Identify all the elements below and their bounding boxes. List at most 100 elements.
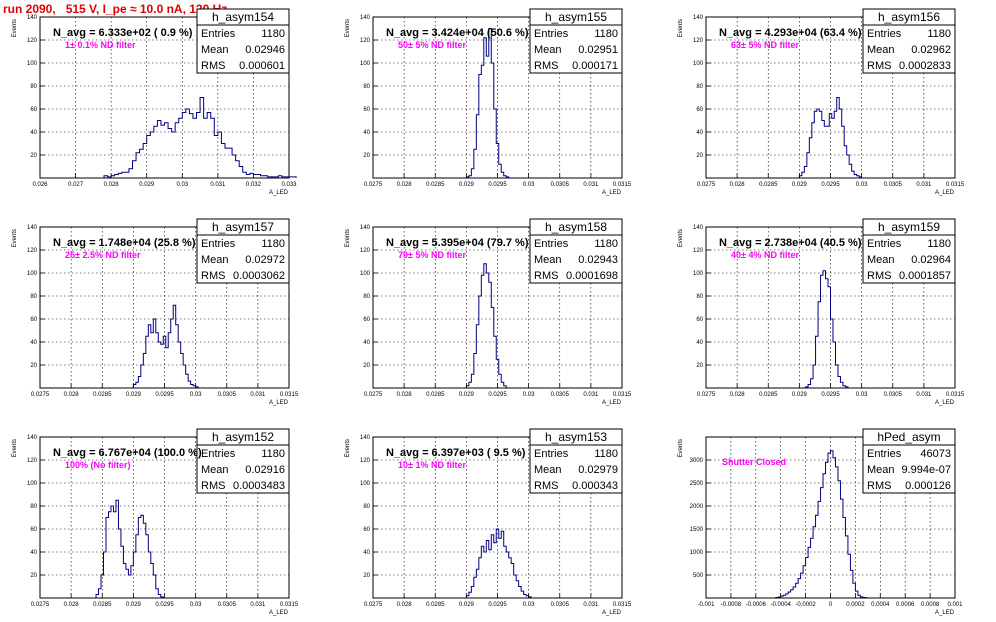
x-tick-label: 0.029: [139, 182, 155, 188]
filter-label: 25± 2.5% ND filter: [65, 250, 141, 260]
y-tick-label: 100: [27, 271, 38, 277]
histogram-panel: 0.0275 0.028 0.0285 0.029 0.0295 0.03 0.0305 0.…: [12, 218, 299, 406]
x-tick-label: -0.0004: [771, 602, 792, 608]
x-tick-label: 0.028: [397, 602, 413, 608]
y-tick-label: 140: [360, 225, 371, 231]
x-tick-label: 0.031: [583, 392, 599, 398]
y-tick-label: 140: [27, 435, 38, 441]
x-tick-label: 0.031: [250, 392, 266, 398]
stat-key: Entries: [201, 28, 236, 40]
y-tick-label: 60: [30, 527, 37, 533]
y-tick-label: 80: [30, 84, 37, 90]
x-tick-label: -0.0008: [721, 602, 742, 608]
stat-key: Entries: [201, 238, 236, 250]
histogram-name: h_asym156: [878, 10, 940, 24]
x-tick-label: 0.0295: [488, 602, 507, 608]
y-tick-label: 80: [363, 504, 370, 510]
x-tick-label: 0.0295: [488, 182, 507, 188]
x-tick-label: 0.028: [397, 182, 413, 188]
x-tick-label: 0: [829, 602, 833, 608]
y-tick-label: 120: [27, 38, 38, 44]
x-tick-label: 0.028: [104, 182, 120, 188]
y-tick-label: 20: [30, 153, 37, 159]
y-tick-label: 2000: [690, 504, 704, 510]
x-tick-label: 0.0002: [846, 602, 865, 608]
y-tick-label: 60: [363, 527, 370, 533]
y-tick-label: 60: [696, 317, 703, 323]
stat-key: Mean: [534, 254, 562, 266]
stat-key: RMS: [867, 270, 891, 282]
stat-key: Mean: [201, 254, 229, 266]
n-avg-label: N_avg = 2.738e+04 (40.5 %): [719, 237, 862, 249]
stat-value: 1180: [594, 238, 618, 250]
y-axis-title: Events: [12, 439, 18, 457]
histogram-name: h_asym152: [212, 430, 274, 444]
histogram-line: [465, 28, 510, 178]
filter-label: 100% (No filter): [65, 460, 131, 470]
y-axis-title: Events: [678, 229, 684, 247]
n-avg-label: N_avg = 4.293e+04 (63.4 %): [719, 27, 862, 39]
y-axis-title: Events: [345, 19, 351, 37]
stat-value: 1180: [261, 448, 285, 460]
x-tick-label: 0.0315: [613, 602, 632, 608]
y-axis-title: Events: [678, 439, 684, 457]
y-tick-label: 60: [363, 107, 370, 113]
x-axis-title: A_LED: [269, 190, 289, 196]
stat-value: 0.02943: [578, 254, 618, 266]
x-tick-label: 0.0004: [871, 602, 890, 608]
y-tick-label: 40: [696, 340, 703, 346]
stat-key: RMS: [867, 480, 891, 492]
stat-key: RMS: [201, 60, 225, 72]
histogram-line: [465, 528, 532, 598]
y-tick-label: 120: [27, 248, 38, 254]
x-tick-label: 0.0006: [896, 602, 915, 608]
x-tick-label: 0.0305: [551, 602, 570, 608]
y-tick-label: 120: [693, 248, 704, 254]
stat-key: RMS: [534, 270, 558, 282]
histogram-panel: 0.0275 0.028 0.0285 0.029 0.0295 0.03 0.0305 0.…: [12, 428, 299, 616]
stat-value: 0.02979: [578, 464, 618, 476]
histogram-line: [132, 304, 199, 388]
stat-value: 0.0001857: [899, 270, 951, 282]
histogram-name: h_asym155: [545, 10, 607, 24]
y-tick-label: 20: [696, 153, 703, 159]
x-tick-label: 0.0008: [921, 602, 940, 608]
y-tick-label: 20: [30, 363, 37, 369]
y-tick-label: 120: [360, 248, 371, 254]
stat-value: 0.0002833: [899, 60, 951, 72]
y-tick-label: 40: [363, 340, 370, 346]
y-tick-label: 140: [693, 15, 704, 21]
y-axis-title: Events: [345, 439, 351, 457]
x-tick-label: 0.0275: [697, 182, 716, 188]
x-tick-label: 0.03: [523, 182, 535, 188]
stat-key: Entries: [201, 448, 236, 460]
histogram-name: h_asym158: [545, 220, 607, 234]
filter-label: 1± 0.1% ND filter: [65, 40, 136, 50]
x-axis-title: A_LED: [602, 190, 622, 196]
y-tick-label: 20: [363, 573, 370, 579]
x-tick-label: 0.0285: [759, 182, 778, 188]
stats-box: [196, 24, 290, 74]
stat-value: 0.02962: [911, 44, 951, 56]
y-tick-label: 100: [27, 481, 38, 487]
n-avg-label: N_avg = 6.333e+02 ( 0.9 %): [53, 27, 193, 39]
filter-label: 63± 5% ND filter: [731, 40, 799, 50]
x-axis-title: A_LED: [935, 610, 955, 616]
x-tick-label: 0.029: [126, 602, 142, 608]
x-tick-label: 0.0315: [280, 602, 299, 608]
histogram-line: [805, 270, 849, 388]
stat-key: RMS: [867, 60, 891, 72]
x-tick-label: 0.0285: [759, 392, 778, 398]
histogram-panel: 0.0275 0.028 0.0285 0.029 0.0295 0.03 0.0305 0.…: [678, 218, 965, 406]
x-tick-label: 0.0305: [551, 182, 570, 188]
histogram-line: [465, 263, 507, 388]
y-tick-label: 500: [693, 573, 704, 579]
histogram-name: hPed_asym: [877, 430, 940, 444]
stat-key: Mean: [201, 464, 229, 476]
x-tick-label: -0.0002: [795, 602, 816, 608]
x-tick-label: 0.0295: [155, 392, 174, 398]
x-tick-label: 0.0305: [884, 392, 903, 398]
x-tick-label: 0.0275: [364, 602, 383, 608]
x-tick-label: 0.0285: [426, 182, 445, 188]
x-tick-label: 0.028: [397, 392, 413, 398]
